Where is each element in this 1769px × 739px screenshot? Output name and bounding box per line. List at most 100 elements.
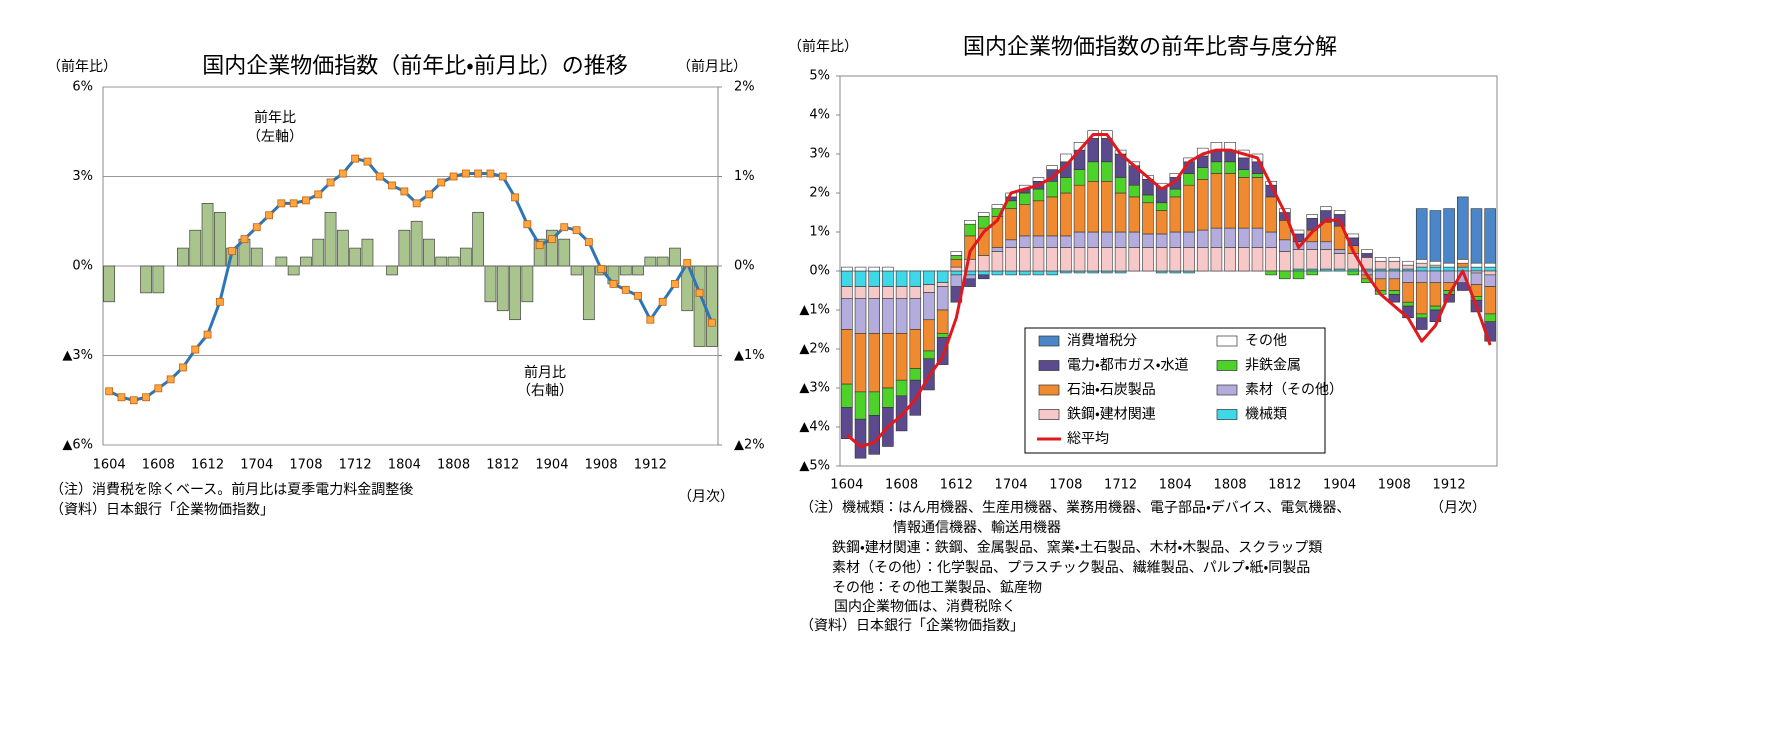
stacked-bar-segment bbox=[1443, 266, 1455, 272]
legend-label: 非鉄金属 bbox=[1245, 358, 1301, 374]
bar bbox=[693, 265, 706, 347]
stacked-bar-segment bbox=[1484, 286, 1496, 315]
note: （注）機械類：はん用機器、生産用機器、業務用機器、電子部品・デバイス、電気機器、 bbox=[800, 499, 1350, 516]
stacked-bar-segment bbox=[1019, 192, 1031, 205]
y2-tick-label: 0% bbox=[734, 259, 755, 274]
y2-tick-label: 2% bbox=[734, 80, 755, 95]
line-marker bbox=[560, 223, 569, 232]
x-tick-label: 1804 bbox=[388, 458, 421, 473]
stacked-bar-segment bbox=[1470, 272, 1483, 285]
stacked-bar-segment bbox=[1374, 270, 1387, 280]
line-marker bbox=[265, 211, 273, 220]
bar bbox=[423, 238, 435, 267]
stacked-bar-segment bbox=[1005, 208, 1017, 241]
note: その他：その他工業製品、鉱産物 bbox=[832, 580, 1042, 596]
stacked-bar-segment bbox=[950, 270, 963, 276]
stacked-bar-segment bbox=[1155, 233, 1168, 248]
stacked-bar-segment bbox=[868, 270, 880, 287]
legend-label: 素材（その他） bbox=[1245, 382, 1343, 398]
bar bbox=[447, 256, 460, 267]
stacked-bar-segment bbox=[1087, 161, 1099, 182]
legend-swatch bbox=[1038, 360, 1060, 371]
x-tick-label: 1608 bbox=[142, 458, 175, 473]
stacked-bar-segment bbox=[882, 387, 894, 408]
line-marker bbox=[117, 393, 126, 402]
x-tick-label: 1812 bbox=[486, 458, 519, 473]
stacked-bar-segment bbox=[923, 292, 935, 321]
stacked-bar-segment bbox=[1402, 270, 1414, 283]
x-tick-label: 1604 bbox=[830, 478, 863, 493]
stacked-bar-segment bbox=[1032, 270, 1045, 276]
note: 国内企業物価は、消費税除く bbox=[834, 599, 1016, 615]
stacked-bar-segment bbox=[868, 333, 880, 393]
y-axis-label: （前年比） bbox=[788, 38, 858, 55]
stacked-bar-segment bbox=[1374, 260, 1387, 270]
line-series bbox=[845, 133, 1492, 448]
stacked-bar-segment bbox=[841, 297, 853, 330]
stacked-bar-segment bbox=[854, 266, 867, 272]
stacked-bar-segment bbox=[854, 297, 867, 334]
stacked-bar-segment bbox=[1279, 251, 1291, 272]
stacked-bar-segment bbox=[1238, 169, 1250, 178]
stacked-bar-segment bbox=[923, 319, 935, 352]
bar bbox=[582, 265, 595, 321]
x-tick-label: 1704 bbox=[995, 478, 1028, 493]
stacked-bar-segment bbox=[1429, 305, 1442, 311]
note: （資料）日本銀行「企業物価指数」 bbox=[800, 618, 1024, 634]
stacked-bar-segment bbox=[1333, 249, 1346, 254]
stacked-bar-segment bbox=[909, 329, 922, 369]
stacked-bar-segment bbox=[1210, 173, 1223, 229]
stacked-bar-segment bbox=[1306, 214, 1318, 219]
stacked-bar-segment bbox=[895, 379, 908, 397]
stacked-bar-segment bbox=[1279, 270, 1291, 280]
stacked-bar-segment bbox=[1415, 282, 1428, 315]
stacked-bar-segment bbox=[1251, 177, 1264, 229]
legend-swatch bbox=[1216, 409, 1238, 420]
stacked-bar-segment bbox=[1169, 188, 1182, 198]
stacked-bar-segment bbox=[1046, 196, 1058, 237]
bar bbox=[410, 220, 423, 267]
y-tick-label: 3% bbox=[72, 169, 93, 184]
stacked-bar-segment bbox=[1032, 188, 1045, 202]
stacked-bar-segment bbox=[1279, 239, 1291, 252]
line-marker bbox=[449, 172, 458, 181]
note: 素材（その他）：化学製品、プラスチック製品、繊維製品、パルプ・紙・同製品 bbox=[832, 560, 1310, 576]
stacked-bar-segment bbox=[1388, 270, 1401, 280]
stacked-bar-segment bbox=[1347, 233, 1360, 239]
stacked-bar-segment bbox=[895, 333, 908, 381]
bar bbox=[521, 265, 534, 303]
stacked-bar-segment bbox=[1306, 270, 1318, 276]
line-marker bbox=[683, 259, 692, 267]
line-marker bbox=[658, 297, 667, 306]
line-marker bbox=[302, 196, 310, 205]
bar bbox=[533, 238, 546, 267]
stacked-bar-segment bbox=[1457, 196, 1469, 260]
stacked-bar-segment bbox=[1402, 282, 1414, 303]
stacked-bar-segment bbox=[868, 391, 880, 416]
stacked-bar-segment bbox=[1019, 270, 1031, 276]
stacked-bar-segment bbox=[1019, 235, 1031, 248]
line-marker bbox=[634, 291, 642, 300]
line-marker bbox=[671, 279, 679, 288]
stacked-bar-segment bbox=[1265, 247, 1277, 272]
note: （注）消費税を除くベース。前月比は夏季電力料金調整後 bbox=[50, 481, 413, 498]
stacked-bar-segment bbox=[1155, 202, 1168, 211]
stacked-bar-segment bbox=[1415, 258, 1428, 264]
stacked-bar-segment bbox=[1347, 270, 1360, 276]
y-tick-label: ▲4% bbox=[799, 420, 830, 435]
stacked-bar-segment bbox=[882, 333, 894, 389]
stacked-bar-segment bbox=[1265, 270, 1277, 276]
stacked-bar-segment bbox=[1429, 282, 1442, 307]
stacked-bar-segment bbox=[936, 336, 949, 365]
stacked-bar-segment bbox=[1073, 184, 1086, 233]
bar bbox=[300, 256, 312, 267]
stacked-bar-segment bbox=[1388, 257, 1401, 262]
bar bbox=[361, 238, 374, 267]
stacked-bar-segment bbox=[1005, 247, 1017, 272]
stacked-bar-segment bbox=[936, 282, 949, 287]
stacked-bar-segment bbox=[1292, 249, 1305, 270]
line-marker bbox=[621, 285, 630, 294]
stacked-bar-segment bbox=[1470, 266, 1483, 272]
stacked-bar-segment bbox=[1224, 247, 1236, 272]
legend-label: 鉄鋼・建材関連 bbox=[1067, 407, 1156, 423]
